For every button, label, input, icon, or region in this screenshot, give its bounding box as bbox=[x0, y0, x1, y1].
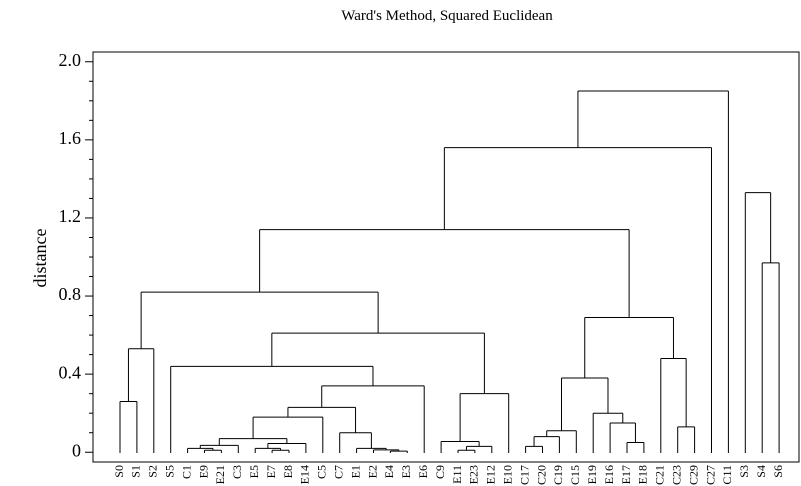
leaf-label: S0 bbox=[112, 465, 126, 478]
plot-frame bbox=[92, 51, 800, 463]
dendrogram-link bbox=[561, 377, 609, 431]
dendrogram-link bbox=[609, 422, 636, 453]
dendrogram-link bbox=[321, 385, 425, 453]
leaf-label: E21 bbox=[213, 465, 227, 484]
dendrogram-link bbox=[389, 450, 408, 453]
dendrogram-link bbox=[271, 449, 290, 453]
dendrogram-link bbox=[443, 147, 712, 453]
leaf-label: S5 bbox=[162, 465, 176, 478]
dendrogram-link bbox=[199, 444, 239, 453]
dendrogram-link bbox=[356, 447, 387, 453]
leaf-label: C7 bbox=[331, 465, 345, 479]
dendrogram-link bbox=[584, 317, 674, 379]
dendrogram-link bbox=[140, 291, 379, 349]
dendrogram-link bbox=[660, 358, 687, 453]
dendrogram-link bbox=[761, 262, 780, 453]
dendrogram-link bbox=[127, 348, 155, 453]
y-tick-label: 2.0 bbox=[59, 50, 82, 70]
dendrogram-link bbox=[677, 426, 696, 453]
leaf-label: E14 bbox=[298, 465, 312, 484]
leaf-label: C21 bbox=[653, 465, 667, 485]
leaf-label: C23 bbox=[669, 465, 683, 485]
dendrogram-link bbox=[170, 365, 374, 453]
leaf-label: E3 bbox=[399, 465, 413, 478]
leaf-label: C15 bbox=[568, 465, 582, 485]
leaf-label: E6 bbox=[416, 465, 430, 478]
leaf-label: C5 bbox=[315, 465, 329, 479]
leaf-label: E11 bbox=[450, 465, 464, 484]
leaf-label: E9 bbox=[196, 465, 210, 478]
dendrogram-link bbox=[440, 441, 480, 453]
leaf-label: E4 bbox=[382, 465, 396, 478]
leaf-label: C17 bbox=[517, 465, 531, 485]
leaf-label: S1 bbox=[129, 465, 143, 478]
leaf-label: C11 bbox=[720, 465, 734, 485]
leaf-label: E10 bbox=[500, 465, 514, 484]
leaf-label: E2 bbox=[365, 465, 379, 478]
leaf-label: C1 bbox=[179, 465, 193, 479]
leaf-label: E12 bbox=[484, 465, 498, 484]
dendrogram-link bbox=[592, 412, 624, 453]
leaf-label: E8 bbox=[281, 465, 295, 478]
leaf-label: C20 bbox=[534, 465, 548, 485]
dendrogram-link bbox=[546, 430, 577, 453]
leaf-label: E23 bbox=[467, 465, 481, 484]
dendrogram-link bbox=[577, 90, 729, 453]
leaf-label: S3 bbox=[737, 465, 751, 478]
leaf-label: E19 bbox=[585, 465, 599, 484]
dendrogram-link bbox=[218, 438, 288, 446]
y-tick-label: 0.4 bbox=[59, 362, 82, 382]
dendrogram-link bbox=[465, 445, 493, 453]
dendrogram-link bbox=[339, 432, 372, 453]
dendrogram-link bbox=[626, 441, 645, 453]
dendrogram-link bbox=[744, 192, 772, 453]
y-tick-label: 0.8 bbox=[59, 284, 82, 304]
chart-title: Ward's Method, Squared Euclidean bbox=[341, 8, 553, 24]
y-tick-label: 0 bbox=[72, 440, 81, 460]
dendrogram-link bbox=[459, 393, 510, 453]
dendrogram-link bbox=[259, 229, 630, 318]
leaf-label: E17 bbox=[619, 465, 633, 484]
dendrogram-link bbox=[204, 449, 222, 453]
leaf-label: S2 bbox=[146, 465, 160, 478]
dendrogram-link bbox=[119, 400, 138, 453]
dendrogram-link bbox=[252, 416, 324, 453]
leaf-label: E16 bbox=[602, 465, 616, 484]
dendrogram-link bbox=[533, 436, 560, 453]
y-tick-label: 1.2 bbox=[59, 206, 82, 226]
leaf-label: C29 bbox=[686, 465, 700, 485]
leaf-label: S4 bbox=[754, 465, 768, 478]
leaf-label: C19 bbox=[551, 465, 565, 485]
dendrogram-link bbox=[287, 406, 357, 433]
y-tick-label: 1.6 bbox=[59, 128, 82, 148]
leaf-label: E18 bbox=[636, 465, 650, 484]
leaf-label: E5 bbox=[247, 465, 261, 478]
leaf-label: C27 bbox=[703, 465, 717, 485]
leaf-label: E1 bbox=[348, 465, 362, 478]
leaf-label: C9 bbox=[433, 465, 447, 479]
y-axis-label: distance bbox=[30, 229, 50, 288]
leaf-label: E7 bbox=[264, 465, 278, 478]
leaf-label: C3 bbox=[230, 465, 244, 479]
dendrogram-link bbox=[271, 332, 485, 394]
dendrogram-link bbox=[525, 445, 543, 453]
leaf-label: S6 bbox=[771, 465, 785, 478]
dendrogram-link bbox=[457, 449, 476, 453]
